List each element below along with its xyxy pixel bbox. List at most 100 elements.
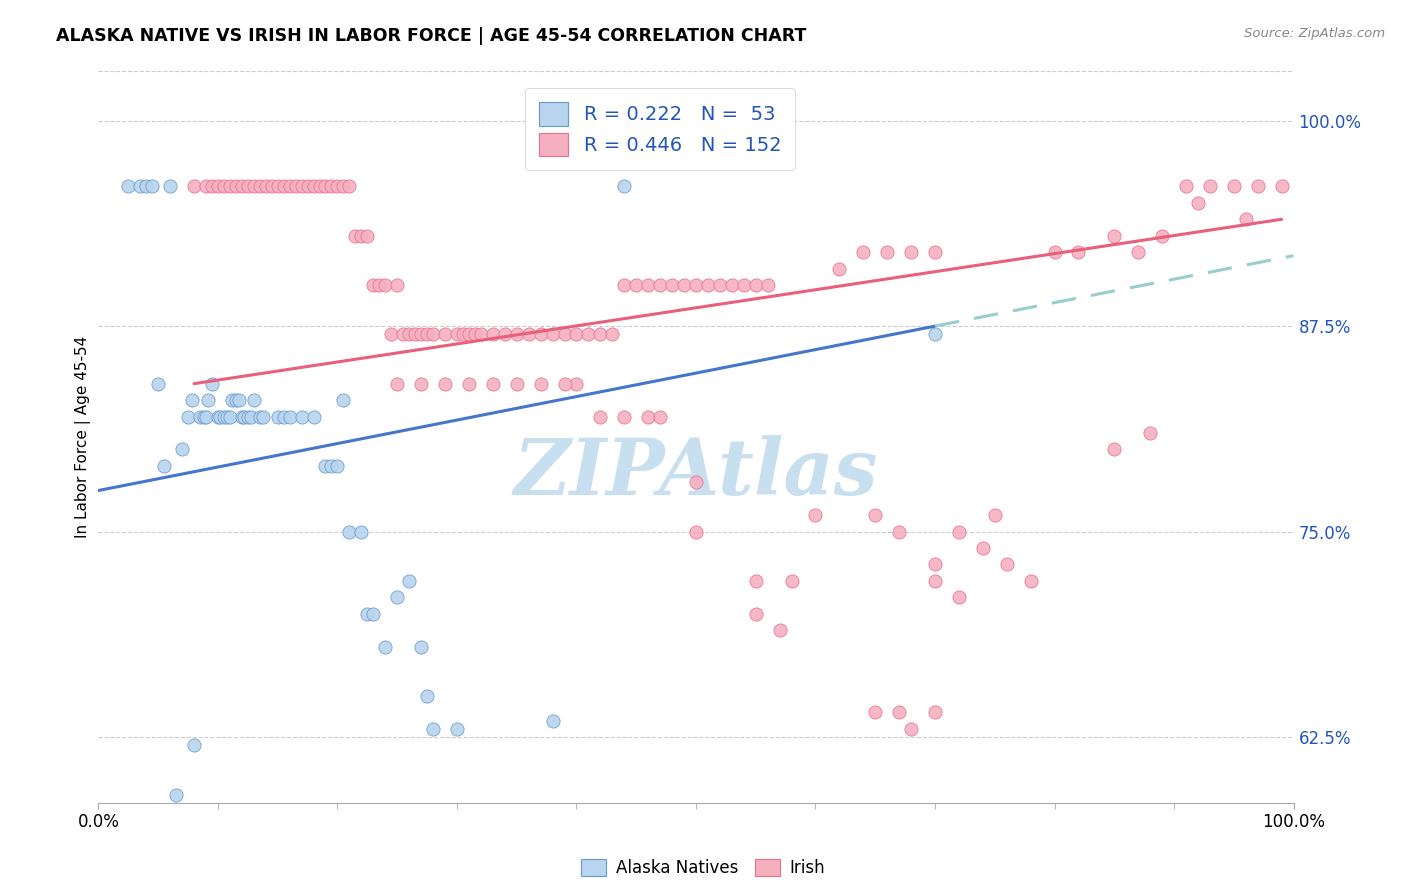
Point [673,278,696,293]
Point [661,278,683,293]
Point [398,327,420,342]
Point [470,327,492,342]
Y-axis label: In Labor Force | Age 45-54: In Labor Force | Age 45-54 [76,336,91,538]
Point [924,327,946,342]
Point [416,327,439,342]
Point [889,524,911,539]
Point [889,706,911,720]
Point [273,409,295,424]
Legend: Alaska Natives, Irish: Alaska Natives, Irish [574,852,832,884]
Text: ALASKA NATIVE VS IRISH IN LABOR FORCE | AGE 45-54 CORRELATION CHART: ALASKA NATIVE VS IRISH IN LABOR FORCE | … [56,27,807,45]
Point [236,409,259,424]
Point [804,508,827,523]
Point [697,278,720,293]
Point [302,409,325,424]
Point [411,327,433,342]
Point [411,376,433,391]
Point [948,524,970,539]
Point [506,376,529,391]
Point [506,327,529,342]
Point [350,524,373,539]
Point [613,278,636,293]
Point [984,508,1007,523]
Point [613,409,636,424]
Point [1067,245,1090,260]
Point [648,409,672,424]
Point [446,722,468,736]
Point [284,179,307,194]
Point [416,689,439,703]
Point [392,327,415,342]
Point [240,409,263,424]
Point [589,409,612,424]
Point [446,327,468,342]
Point [494,327,516,342]
Point [332,179,354,194]
Point [207,179,229,194]
Text: ZIPAtlas: ZIPAtlas [513,435,879,512]
Point [554,376,576,391]
Point [1234,212,1257,227]
Point [249,409,271,424]
Point [267,179,290,194]
Point [368,278,391,293]
Point [780,574,803,588]
Point [1152,228,1174,243]
Point [541,327,564,342]
Point [613,179,636,194]
Point [225,179,247,194]
Point [321,458,343,473]
Point [924,574,946,588]
Text: Source: ZipAtlas.com: Source: ZipAtlas.com [1244,27,1385,40]
Point [733,278,755,293]
Point [249,179,271,194]
Point [195,179,218,194]
Point [153,458,176,473]
Point [464,327,486,342]
Point [183,179,205,194]
Point [273,179,295,194]
Point [219,179,242,194]
Point [828,261,851,276]
Point [768,624,790,638]
Point [745,278,768,293]
Point [709,278,731,293]
Point [1271,179,1294,194]
Point [422,327,444,342]
Point [141,179,163,194]
Point [260,179,283,194]
Point [315,179,337,194]
Point [1104,442,1126,457]
Point [219,409,242,424]
Point [1128,245,1150,260]
Point [233,409,256,424]
Point [1187,195,1209,210]
Point [231,409,253,424]
Point [217,409,239,424]
Point [685,475,707,490]
Point [458,376,481,391]
Point [267,409,290,424]
Point [900,245,922,260]
Point [278,409,301,424]
Point [924,706,946,720]
Point [117,179,139,194]
Point [209,409,232,424]
Point [1199,179,1222,194]
Point [195,409,218,424]
Point [380,327,402,342]
Point [995,558,1018,572]
Point [321,179,343,194]
Point [356,228,378,243]
Point [201,179,224,194]
Point [530,376,553,391]
Point [339,524,361,539]
Point [565,327,588,342]
Point [1043,245,1066,260]
Point [129,179,152,194]
Point [565,376,588,391]
Point [1104,228,1126,243]
Point [231,179,253,194]
Point [685,524,707,539]
Point [924,245,946,260]
